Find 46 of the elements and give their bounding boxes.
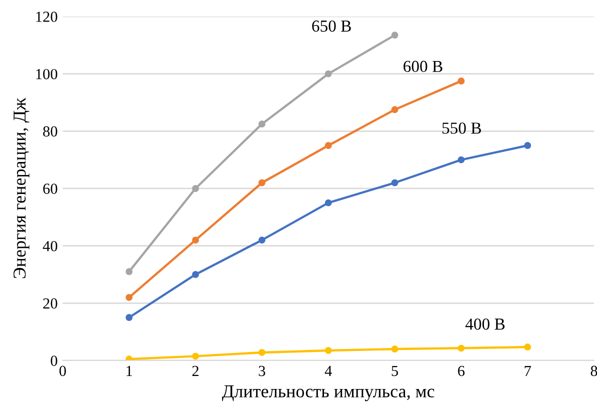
x-tick-label: 7 [524, 366, 531, 376]
point [126, 314, 133, 321]
x-tick-label: 2 [192, 366, 198, 376]
point [258, 120, 266, 128]
point [192, 271, 199, 278]
point [258, 179, 266, 186]
point [458, 156, 465, 164]
x-tick-label: 5 [392, 366, 398, 376]
point [192, 185, 199, 192]
point [458, 78, 465, 84]
point [126, 294, 133, 301]
point [391, 32, 398, 39]
point [524, 142, 532, 149]
x-axis-title: Длительность импульса, мс [222, 385, 434, 402]
point [458, 344, 465, 352]
y-tick-label: 60 [43, 184, 58, 194]
series-label: 650 В [312, 20, 351, 32]
point [258, 236, 266, 244]
x-tick-label: 4 [324, 366, 332, 376]
x-tick-label: 0 [59, 366, 66, 376]
point [324, 70, 332, 78]
y-tick-label: 80 [43, 126, 58, 137]
x-tick-label: 3 [258, 366, 266, 376]
y-tick-label: 120 [36, 12, 58, 22]
point [126, 268, 133, 276]
y-axis-title: Энергия генерации, Дж [14, 98, 30, 278]
point [391, 346, 398, 353]
x-tick-label: 6 [458, 366, 465, 376]
y-tick-label: 40 [42, 240, 58, 252]
series-label: 600 В [404, 60, 442, 72]
point [324, 346, 332, 354]
series-label: 400 В [465, 318, 505, 330]
x-tick-label: 8 [590, 366, 597, 376]
y-tick-label: 100 [36, 68, 58, 80]
y-tick-label: 0 [50, 356, 58, 366]
x-tick-label: 1 [126, 366, 132, 376]
y-tick-label: 20 [43, 298, 58, 309]
point [324, 199, 332, 206]
series-label: 550 В [442, 122, 481, 134]
point [391, 179, 398, 186]
point [192, 352, 199, 360]
point [324, 142, 332, 149]
point [192, 236, 199, 244]
point [258, 349, 266, 356]
point [391, 106, 398, 114]
point [524, 344, 532, 350]
